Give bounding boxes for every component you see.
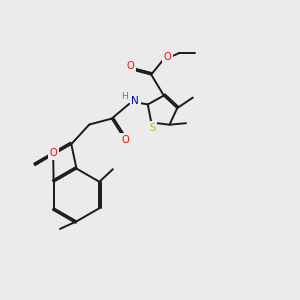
Text: O: O: [122, 135, 129, 145]
Text: O: O: [126, 61, 134, 71]
Text: S: S: [149, 123, 156, 133]
Text: O: O: [49, 148, 57, 158]
Text: H: H: [121, 92, 128, 101]
Text: O: O: [164, 52, 172, 61]
Text: N: N: [131, 96, 139, 106]
